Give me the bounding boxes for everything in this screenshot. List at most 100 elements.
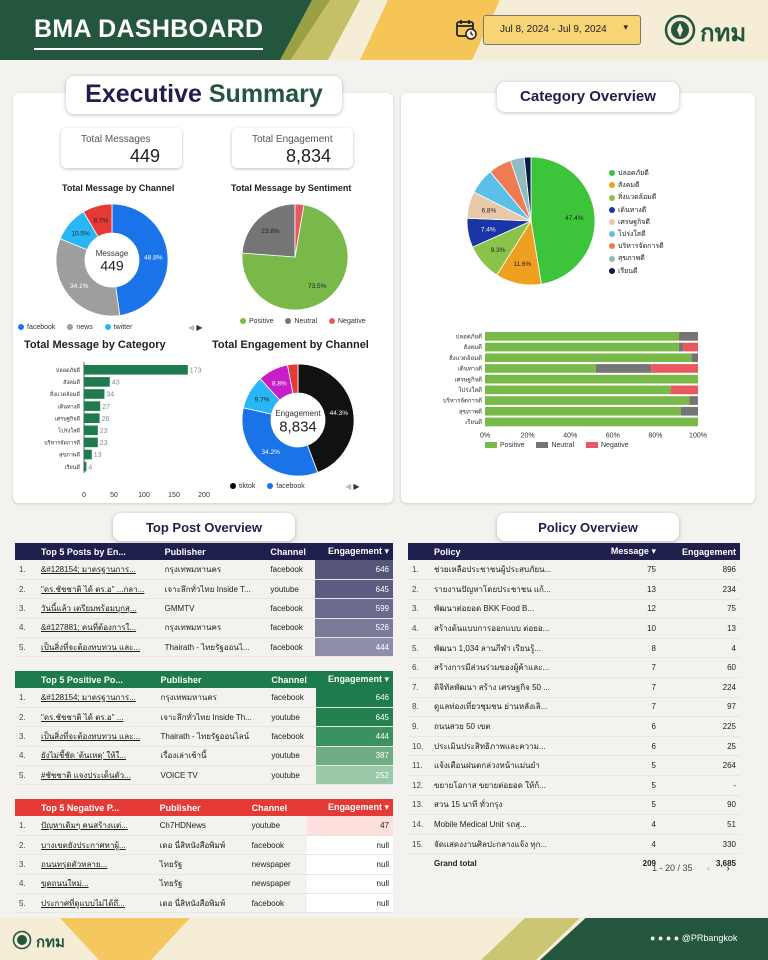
message-cell: 8: [591, 638, 660, 659]
next-arrow-icon[interactable]: ▶: [353, 482, 360, 491]
publisher-cell: เจาะลึกทั่วไทย Inside Th...: [156, 707, 268, 728]
table-row[interactable]: 5. ประกาศที่ดูแบบไม่ได้ถึ... เดอ นี่สิหนัง…: [15, 893, 393, 914]
post-link[interactable]: "ดร.ชัชชาติ ได้ ตร.อ" ...กลา...: [37, 579, 161, 600]
table-row[interactable]: 3. พัฒนาต่อยอด BKK Food B... 12 75: [408, 599, 740, 620]
col-post[interactable]: Top 5 Positive Po...: [41, 674, 123, 685]
channel-legend-pager[interactable]: ◀ ▶: [188, 323, 203, 332]
table-row[interactable]: 5. เป็นสิ่งที่จะต้องทบทวน และ... Thairath …: [15, 637, 393, 658]
post-link[interactable]: &#128154; มาตรฐานการ...: [37, 688, 157, 708]
table-row[interactable]: 7. ดิจิทัลพัฒนา สร้าง เศรษฐกิจ 50 ... 7 224: [408, 677, 740, 698]
legend-tiktok: tiktok: [230, 483, 255, 490]
col-engagement-sort[interactable]: Engagement ▾: [316, 671, 393, 688]
legend-label: Negative: [601, 442, 629, 449]
table-row[interactable]: 1. &#128154; มาตรฐานการ... กรุงเทพมหานคร fa…: [15, 560, 393, 580]
table-row[interactable]: 4. &#127881; คนที่ต้องการใ... กรุงเทพมหานค…: [15, 618, 393, 639]
social-links[interactable]: ● ● ● ● @PRbangkok: [650, 933, 737, 943]
col-channel[interactable]: Channel: [270, 546, 306, 557]
col-post[interactable]: Top 5 Negative P...: [41, 802, 120, 813]
footer-bar: กทม ● ● ● ● @PRbangkok: [0, 918, 768, 960]
table-row[interactable]: 2. รายงานปัญหาโดยประชาชน แก้... 13 234: [408, 579, 740, 600]
next-page-icon[interactable]: ›: [726, 863, 730, 873]
table-row[interactable]: 5. #ชัชชาติ แจงประเด็นตัว... VOICE TV youtu…: [15, 765, 393, 786]
social-icons[interactable]: ● ● ● ●: [650, 933, 680, 943]
post-link[interactable]: &#128154; มาตรฐานการ...: [37, 560, 161, 580]
post-link[interactable]: ยังไม่ชี้ชัด 'ต้นเหตุ' ให้ใ...: [37, 746, 157, 767]
total-messages-label: Total Messages: [81, 134, 151, 145]
table-row[interactable]: 4. ขุดถนนใหม่... ไทยรัฐ newspaper null: [15, 874, 393, 895]
table-row[interactable]: 4. ยังไม่ชี้ชัด 'ต้นเหตุ' ให้ใ... เรื่องเล…: [15, 746, 393, 767]
col-channel[interactable]: Channel: [251, 802, 288, 813]
col-message-sort[interactable]: Message ▾: [592, 543, 660, 560]
post-link[interactable]: &#127881; คนที่ต้องการใ...: [37, 618, 161, 639]
category-tick-label: สิ่งแวดล้อมดี: [49, 390, 80, 398]
post-link[interactable]: บางเขตยังประกาศหาผู้...: [37, 835, 156, 856]
col-publisher[interactable]: Publisher: [164, 546, 206, 557]
post-link[interactable]: ถนนทรุดตัวหลาย...: [37, 854, 156, 875]
calendar-icon[interactable]: [455, 18, 477, 40]
post-link[interactable]: ขุดถนนใหม่...: [37, 874, 156, 895]
post-link[interactable]: ประกาศที่ดูแบบไม่ได้ถึ...: [37, 893, 156, 914]
engagement-cell: 896: [659, 560, 740, 581]
table-row[interactable]: 2. "ดร.ชัชชาติ ได้ ตร.อ" ... เจาะลึกทั่วไท…: [15, 707, 393, 728]
prev-arrow-icon[interactable]: ◀: [345, 482, 352, 491]
post-link[interactable]: #ชัชชาติ แจงประเด็นตัว...: [37, 765, 157, 786]
next-arrow-icon[interactable]: ▶: [196, 323, 203, 332]
table-row[interactable]: 8. ดูแลท่องเที่ยวชุมชน ย่านหลังเลิ... 7 97: [408, 697, 740, 718]
category-tick-label: โปร่งใสดี: [458, 386, 482, 394]
channel-cell: newspaper: [247, 874, 307, 895]
row-index: 12.: [408, 775, 430, 796]
table-row[interactable]: 3. เป็นสิ่งที่จะต้องทบทวน และ... Thairath …: [15, 726, 393, 747]
col-publisher[interactable]: Publisher: [160, 674, 202, 685]
slice-label: 48.8%: [144, 255, 163, 262]
post-link[interactable]: เป็นสิ่งที่จะต้องทบทวน และ...: [37, 726, 157, 747]
channel-cell: facebook: [267, 726, 316, 747]
dropdown-caret-icon: ▾: [623, 22, 628, 32]
table-row[interactable]: 1. ปัญหาเดิมๆ คนสร้างแต่... Ch7HDNews youtu…: [15, 816, 393, 836]
post-link[interactable]: เป็นสิ่งที่จะต้องทบทวน และ...: [37, 637, 161, 658]
table-row[interactable]: 3. ถนนทรุดตัวหลาย... ไทยรัฐ newspaper null: [15, 854, 393, 875]
policy-cell: รายงานปัญหาโดยประชาชน แก้...: [430, 579, 592, 600]
stacked-bar-segment: [691, 353, 698, 363]
row-index: 4.: [408, 618, 430, 639]
table-row[interactable]: 10. ประเมินประสิทธิภาพและความ... 6 25: [408, 736, 740, 757]
prev-arrow-icon[interactable]: ◀: [188, 323, 195, 332]
date-range-select[interactable]: Jul 8, 2024 - Jul 9, 2024 ▾: [483, 15, 641, 45]
table-row[interactable]: 1. ช่วยเหลือประชาชนผู้ประสบภัยน... 75 896: [408, 560, 740, 581]
table-row[interactable]: 2. "ดร.ชัชชาติ ได้ ตร.อ" ...กลา... เจาะลึก…: [15, 579, 393, 600]
social-handle[interactable]: @PRbangkok: [681, 933, 738, 943]
table-row[interactable]: 6. สร้างการมีส่วนร่วมของผู้ค้าและ... 7 60: [408, 657, 740, 679]
table-row[interactable]: 11. แจ้งเตือนฝนตกล่วงหน้าแม่นยำ 5 264: [408, 755, 740, 777]
post-link[interactable]: ปัญหาเดิมๆ คนสร้างแต่...: [37, 816, 156, 836]
table-row[interactable]: 3. วันนี้แล้ว เตรียมพร้อมบุกสุ... GMMTV fac…: [15, 598, 393, 619]
table-row[interactable]: 4. สร้างต้นแบบการออกแบบ ต่อยอ... 10 13: [408, 618, 740, 639]
policy-cell: สวน 15 นาที ทั่วกรุง: [430, 795, 592, 816]
col-index: [408, 543, 430, 560]
table-row[interactable]: 5. พัฒนา 1,034 ลานกีฬา เรียนรู้... 8 4: [408, 638, 740, 659]
publisher-cell: กรุงเทพมหานคร: [160, 618, 267, 639]
table-row[interactable]: 1. &#128154; มาตรฐานการ... กรุงเทพมหานคร fa…: [15, 688, 393, 708]
post-link[interactable]: วันนี้แล้ว เตรียมพร้อมบุกสุ...: [37, 598, 161, 619]
prev-page-icon[interactable]: ‹: [707, 863, 711, 873]
col-engagement[interactable]: Engagement: [681, 546, 736, 557]
table-row[interactable]: 15. จัดแสดงงานศิลปะกลางแจ้ง ทุก... 4 330: [408, 834, 740, 855]
bar-data-label: 34: [106, 392, 114, 399]
table-row[interactable]: 2. บางเขตยังประกาศหาผู้... เดอ นี่สิหนังสื…: [15, 835, 393, 856]
stacked-bar-segment: [683, 342, 698, 352]
row-index: 3.: [15, 854, 37, 875]
table-row[interactable]: 14. Mobile Medical Unit รถสุ... 4 51: [408, 814, 740, 835]
category-bar: [84, 437, 98, 448]
table-row[interactable]: 12. ขยายโอกาส ขยายต่อยอด ให้ก้... 5-: [408, 775, 740, 796]
engagement-legend-pager[interactable]: ◀ ▶: [345, 482, 360, 491]
row-index: 1.: [15, 688, 37, 708]
col-post[interactable]: Top 5 Posts by En...: [41, 546, 126, 557]
table-row[interactable]: 13. สวน 15 นาที ทั่วกรุง 5 90: [408, 795, 740, 816]
col-engagement-sort[interactable]: Engagement ▾: [307, 799, 393, 816]
col-policy[interactable]: Policy: [434, 546, 461, 557]
col-publisher[interactable]: Publisher: [159, 802, 201, 813]
table-row[interactable]: 9. ถนนสวย 50 เขต 6 225: [408, 716, 740, 737]
row-index: 5.: [15, 765, 37, 786]
post-link[interactable]: "ดร.ชัชชาติ ได้ ตร.อ" ...: [37, 707, 157, 728]
stacked-bar-segment: [485, 353, 692, 363]
col-channel[interactable]: Channel: [271, 674, 307, 685]
col-engagement-sort[interactable]: Engagement ▾: [315, 543, 393, 560]
